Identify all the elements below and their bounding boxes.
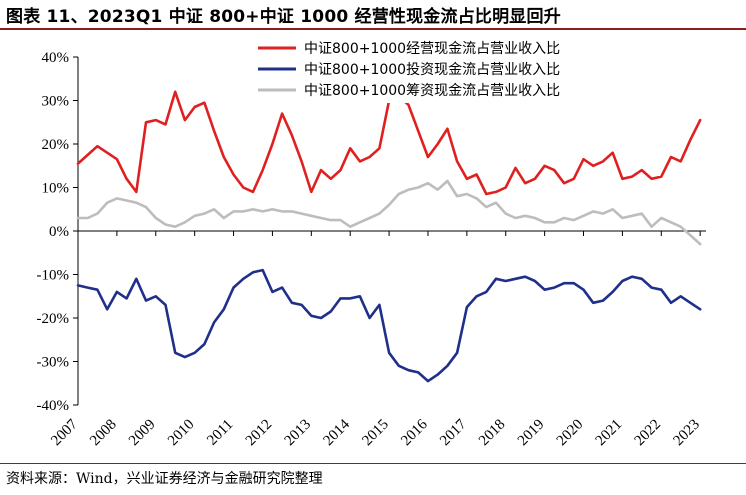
legend-label-3: 中证800+1000筹资现金流占营业收入比: [304, 82, 560, 99]
title-divider: [0, 28, 746, 30]
legend-label-2: 中证800+1000投资现金流占营业收入比: [304, 62, 560, 78]
y-tick-label: 30%: [42, 94, 70, 110]
y-tick-label: -20%: [37, 311, 70, 327]
y-tick-label: 0%: [49, 224, 69, 240]
line-chart: 40%30%20%10%0%-10%-20%-30%-40%2007 2008 20…: [37, 36, 706, 450]
y-tick-label: 40%: [42, 50, 70, 66]
source-note: 资料来源：Wind，兴业证券经济与金融研究院整理: [6, 471, 323, 487]
x-tick-label: 2010: [165, 417, 198, 450]
y-tick-label: -40%: [37, 398, 70, 414]
series-line-3: [76, 179, 702, 246]
x-tick-label: 2018: [476, 417, 509, 450]
legend-background: [250, 36, 600, 103]
chart-title: 图表 11、2023Q1 中证 800+中证 1000 经营性现金流占比明显回升: [6, 7, 561, 27]
series-line-2: [76, 268, 702, 383]
x-tick-label: 2008: [87, 417, 120, 450]
x-tick-label: 2007: [48, 416, 81, 449]
x-tick-label: 2016: [398, 416, 431, 449]
x-tick-label: 2014: [320, 416, 353, 449]
x-tick-label: 2017: [437, 416, 470, 449]
x-tick-label: 2021: [593, 417, 626, 450]
y-tick-label: -10%: [37, 268, 70, 284]
x-tick-label: 2023: [670, 417, 703, 450]
series-line-1: [76, 90, 702, 196]
x-tick-label: 2009: [126, 417, 159, 450]
legend-label-1: 中证800+1000经营现金流占营业收入比: [304, 41, 560, 57]
x-tick-label: 2013: [282, 417, 315, 450]
x-tick-label: 2022: [632, 417, 665, 450]
x-tick-label: 2011: [204, 417, 236, 449]
footer-divider: [0, 463, 746, 464]
x-tick-label: 2015: [359, 417, 392, 450]
x-tick-label: 2019: [515, 417, 548, 450]
x-tick-label: 2020: [554, 417, 587, 450]
y-tick-label: 10%: [42, 181, 70, 197]
y-tick-label: 20%: [42, 137, 70, 153]
y-tick-label: -30%: [37, 355, 70, 371]
x-tick-label: 2012: [243, 417, 276, 450]
